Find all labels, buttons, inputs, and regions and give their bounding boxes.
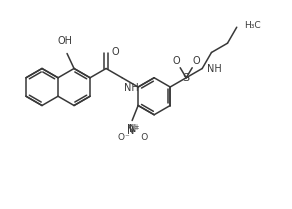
Text: O⁻    O: O⁻ O bbox=[118, 134, 148, 143]
Text: S: S bbox=[182, 73, 190, 83]
Text: NH: NH bbox=[124, 83, 139, 93]
Text: N: N bbox=[129, 125, 137, 135]
Text: O: O bbox=[172, 56, 180, 66]
Text: NH: NH bbox=[207, 64, 222, 74]
Text: O: O bbox=[192, 56, 200, 66]
Text: N⁺: N⁺ bbox=[127, 125, 140, 135]
Text: O: O bbox=[111, 47, 119, 57]
Text: H₃C: H₃C bbox=[244, 21, 260, 30]
Text: N⁺: N⁺ bbox=[127, 125, 140, 135]
Text: OH: OH bbox=[58, 37, 72, 46]
